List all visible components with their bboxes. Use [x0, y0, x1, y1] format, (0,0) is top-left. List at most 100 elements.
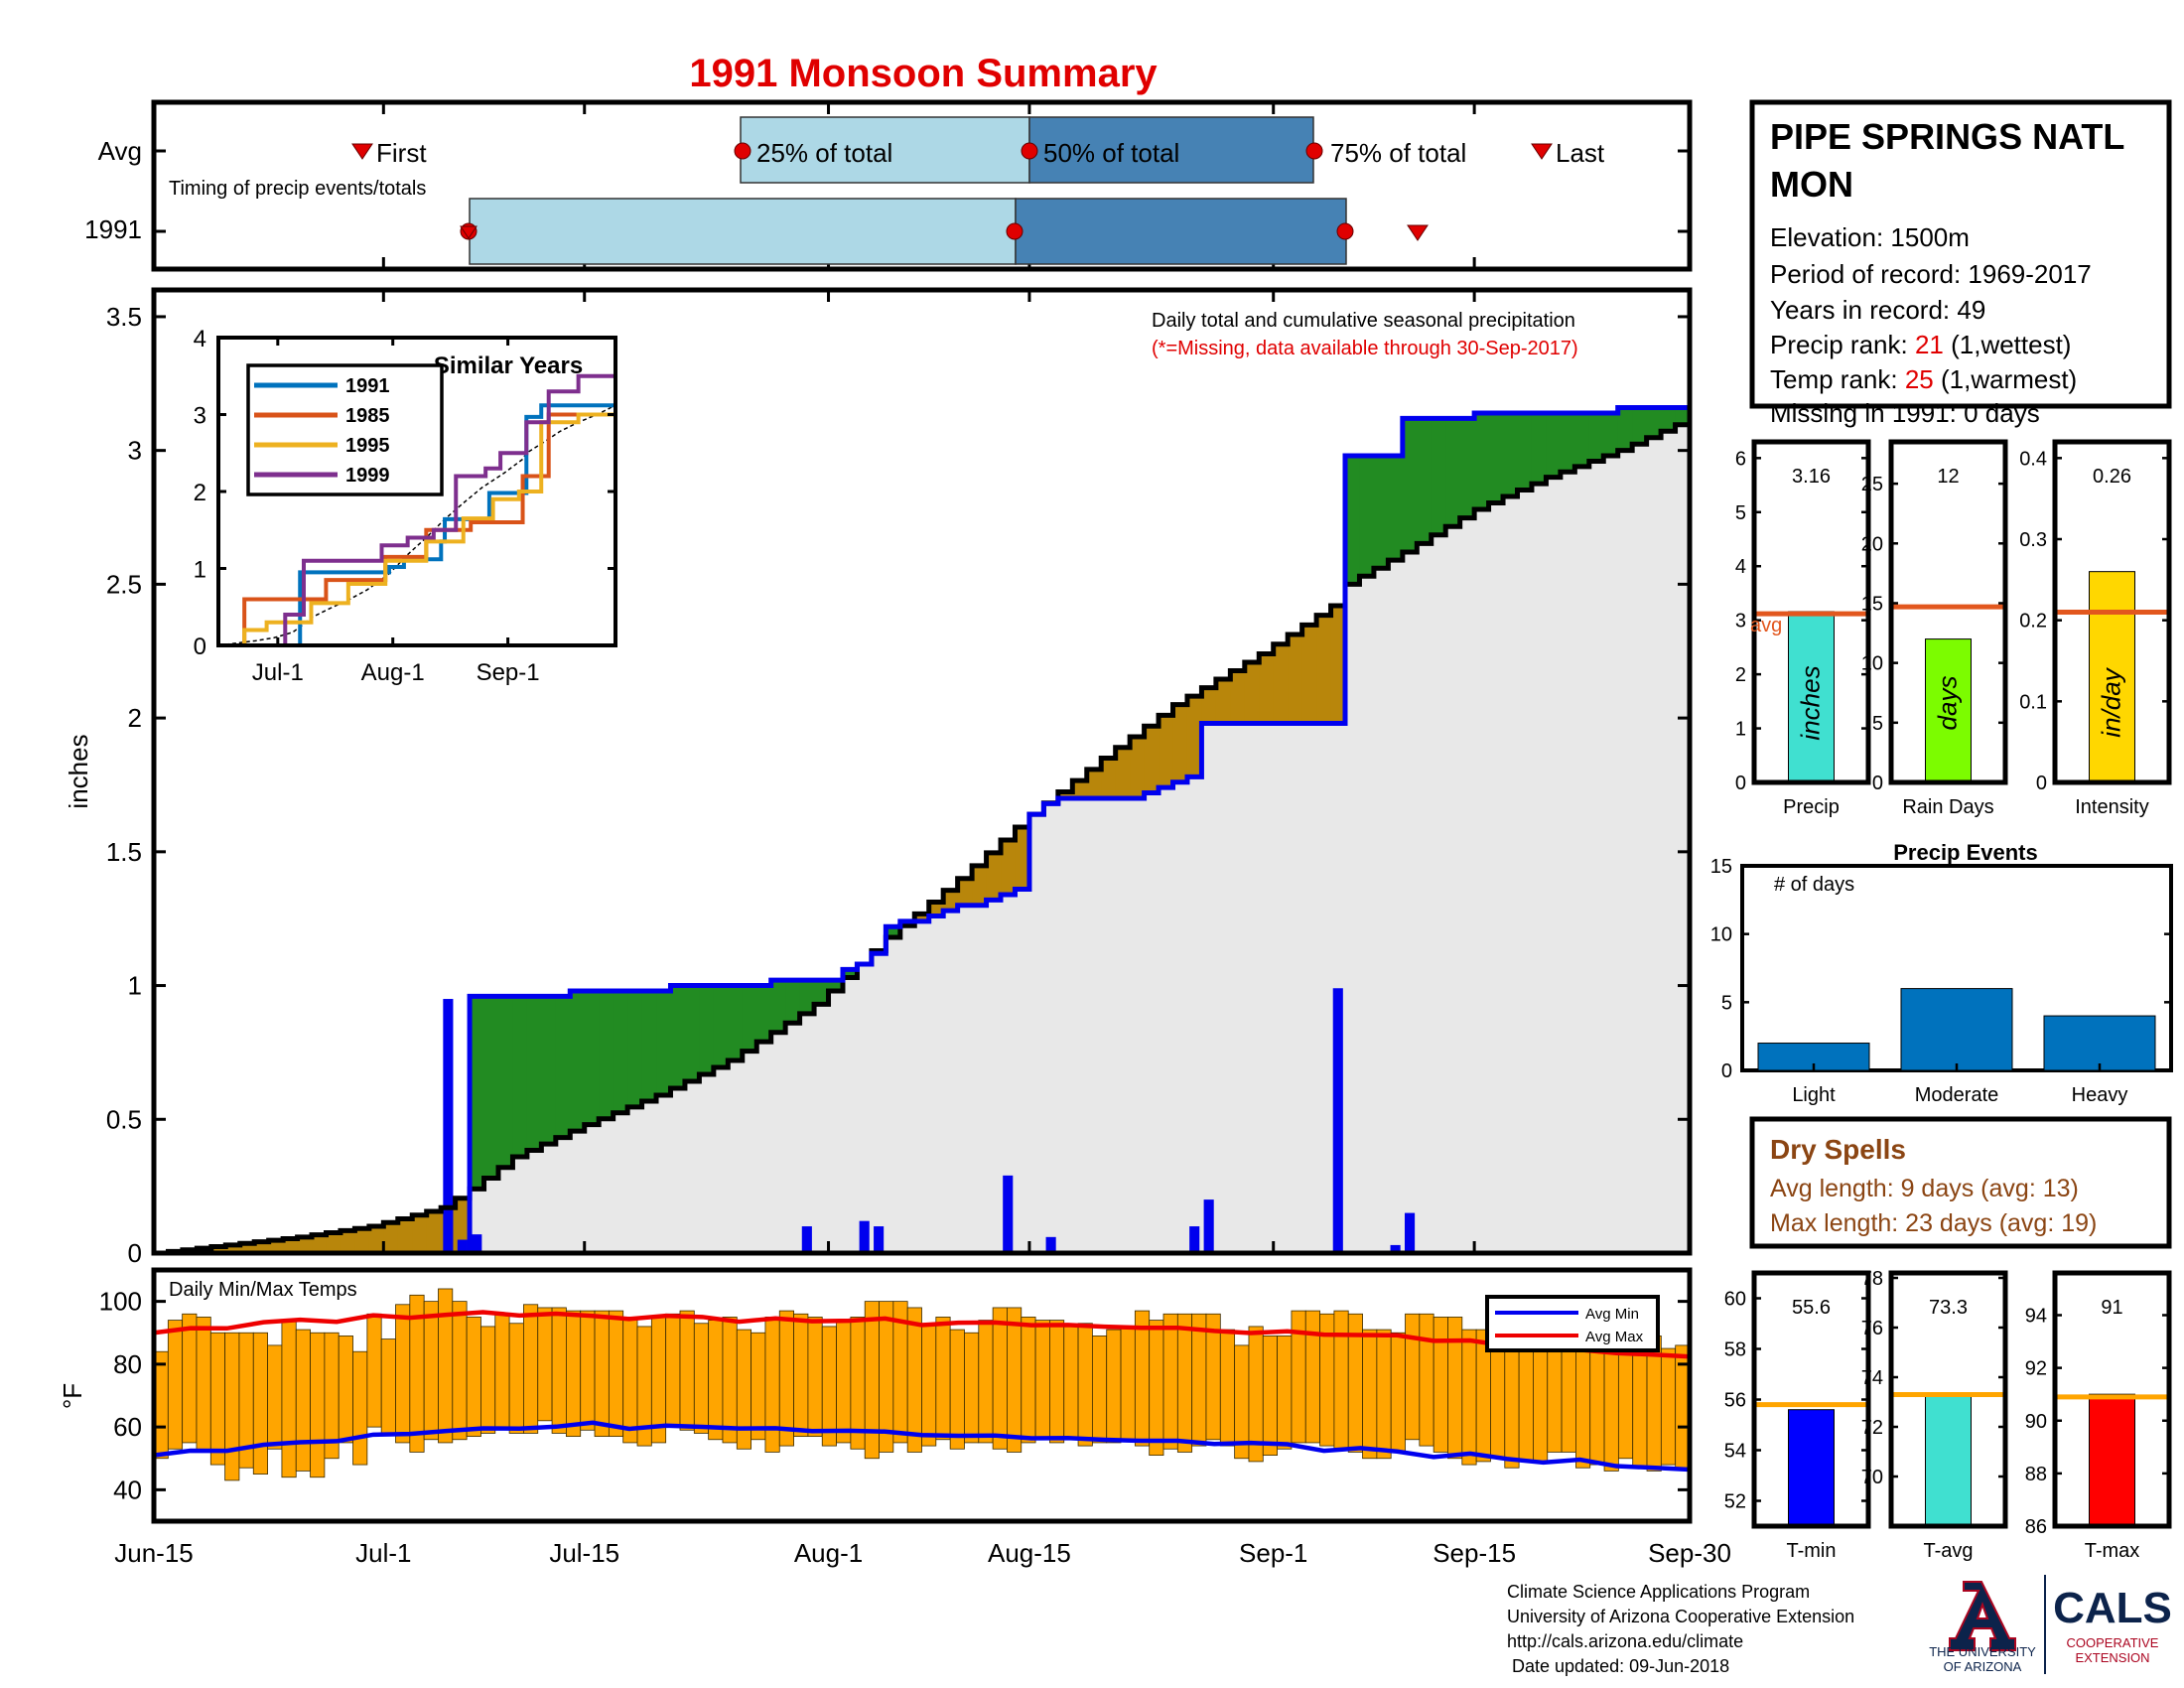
daily-temp-bar [608, 1310, 624, 1438]
date-tick-label: Jul-15 [549, 1538, 619, 1568]
above-avg-fill [1531, 412, 1548, 485]
rain-days-ytick: 0 [1872, 773, 1883, 794]
daily-temp-bar [310, 1332, 326, 1478]
daily-temp-bar [693, 1323, 710, 1434]
events-title: Precip Events [1893, 840, 2038, 865]
tavg-ytick: 70 [1861, 1467, 1883, 1488]
daily-temp-bar [1134, 1310, 1151, 1447]
daily-precip-bar [457, 1239, 468, 1253]
daily-temp-bar [1390, 1332, 1406, 1453]
event-ytick-label: 10 [1710, 924, 1732, 946]
rain-days-ytick: 15 [1861, 593, 1883, 615]
above-avg-fill [1402, 418, 1418, 553]
daily-temp-bar [778, 1310, 794, 1447]
below-avg-fill [1215, 679, 1231, 724]
below-avg-fill [1316, 615, 1332, 724]
inset-xtick-label: Aug-1 [361, 659, 425, 686]
below-avg-fill [1101, 758, 1117, 798]
daily-temp-bar [508, 1323, 524, 1434]
below-avg-fill [1288, 634, 1303, 724]
daily-precip-bar [874, 1226, 885, 1253]
daily-temp-bar [167, 1320, 184, 1450]
tmax-ytick: 88 [2025, 1464, 2047, 1485]
daily-temp-bar [1277, 1336, 1293, 1450]
daily-temp-bar [1304, 1310, 1320, 1444]
above-avg-fill [1646, 407, 1662, 438]
university-of-arizona-logo: THE UNIVERSITY OF ARIZONA CALS COOPERATI… [1929, 1575, 2172, 1674]
date-tick-label: Jun-15 [114, 1538, 194, 1568]
above-avg-fill [1359, 456, 1375, 577]
above-avg-fill [584, 990, 600, 1125]
daily-temp-bar [807, 1317, 823, 1438]
tmax-ytick: 90 [2025, 1411, 2047, 1433]
main-note-1: Daily total and cumulative seasonal prec… [1152, 310, 1575, 332]
above-avg-fill [1459, 418, 1475, 518]
ua-text-2: OF ARIZONA [1944, 1659, 2022, 1674]
inset-ytick-label: 2 [194, 480, 206, 506]
daily-temp-bar [864, 1301, 880, 1460]
below-avg-fill [1144, 726, 1160, 793]
rain-days-bar [1925, 638, 1972, 783]
below-avg-fill [210, 1246, 226, 1253]
daily-temp-bar [565, 1310, 582, 1438]
intensity-ytick: 0.3 [2019, 529, 2047, 551]
inset-xtick-label: Sep-1 [477, 659, 540, 686]
daily-temp-bar [906, 1307, 922, 1453]
daily-temp-bar [1632, 1338, 1648, 1469]
daily-precip-bar [1189, 1226, 1200, 1253]
cals-logo-text: CALS [2053, 1584, 2172, 1632]
station-elevation: Elevation: 1500m [1770, 222, 1970, 252]
above-avg-fill [1373, 456, 1389, 569]
below-avg-fill [297, 1236, 313, 1253]
below-avg-fill [455, 1197, 471, 1253]
above-avg-fill [1574, 412, 1590, 467]
below-avg-fill [225, 1244, 241, 1253]
precip-ytick: 5 [1735, 502, 1746, 524]
daily-temp-bar [395, 1304, 411, 1444]
intensity-bar [2089, 571, 2135, 783]
event-bar-light [1757, 1043, 1870, 1071]
figure-title: 1991 Monsoon Summary [689, 52, 1158, 95]
station-info-box: PIPE SPRINGS NATL MON Elevation: 1500m P… [1749, 99, 2172, 428]
avg-last-marker [1531, 143, 1553, 160]
cals-sub-1: COOPERATIVE [2067, 1635, 2159, 1650]
daily-temp-bar [366, 1313, 382, 1428]
temp-ytick-label: 80 [113, 1349, 142, 1379]
daily-precip-bar [859, 1220, 870, 1253]
below-avg-fill [943, 890, 959, 912]
below-avg-fill [1259, 653, 1275, 724]
tmin-ytick: 58 [1724, 1339, 1746, 1361]
daily-temp-bar [1575, 1341, 1591, 1469]
above-avg-fill [886, 926, 901, 938]
daily-precip-bar [1390, 1244, 1401, 1253]
below-avg-fill [1072, 780, 1088, 798]
temp-ytick-label: 100 [99, 1287, 142, 1317]
daily-temp-bar [1063, 1326, 1079, 1441]
below-avg-fill [239, 1243, 255, 1253]
daily-temp-bar [182, 1313, 198, 1444]
temp-ylabel: °F [58, 1383, 87, 1409]
daily-temp-bar [1447, 1317, 1463, 1460]
daily-temp-bar [1419, 1313, 1434, 1447]
daily-temp-bar [423, 1301, 439, 1441]
daily-temp-bar [1405, 1313, 1421, 1441]
below-avg-fill [368, 1226, 384, 1253]
intensity: 0 0.1 0.2 0.3 0.4 0.26 in/day Intensity [2019, 439, 2172, 818]
inset-ytick-label: 1 [194, 557, 206, 584]
rain-days: 0 5 10 15 20 25 12 days Rain Days [1861, 439, 2008, 818]
intensity-ytick: 0.4 [2019, 448, 2047, 470]
tavg-ytick: 72 [1861, 1417, 1883, 1439]
dry-spells-box: Dry Spells Avg length: 9 days (avg: 13) … [1749, 1116, 2172, 1249]
intensity-label: Intensity [2075, 796, 2148, 818]
below-avg-fill [383, 1222, 399, 1253]
above-avg-fill [641, 990, 657, 1101]
tmin: 52 54 56 58 60 55.6 T-min [1724, 1270, 1871, 1562]
timing-panel: Avg 1991 Timing of precip events/totals … [84, 99, 1693, 272]
main-ytick-label: 2 [128, 703, 142, 733]
daily-temp-bar [1461, 1329, 1477, 1466]
tmax-bar [2089, 1393, 2135, 1527]
intensity-unit: in/day [2097, 666, 2126, 737]
footer-line-2: University of Arizona Cooperative Extens… [1507, 1607, 1854, 1626]
above-avg-fill [1388, 456, 1404, 561]
precip-ytick: 0 [1735, 773, 1746, 794]
